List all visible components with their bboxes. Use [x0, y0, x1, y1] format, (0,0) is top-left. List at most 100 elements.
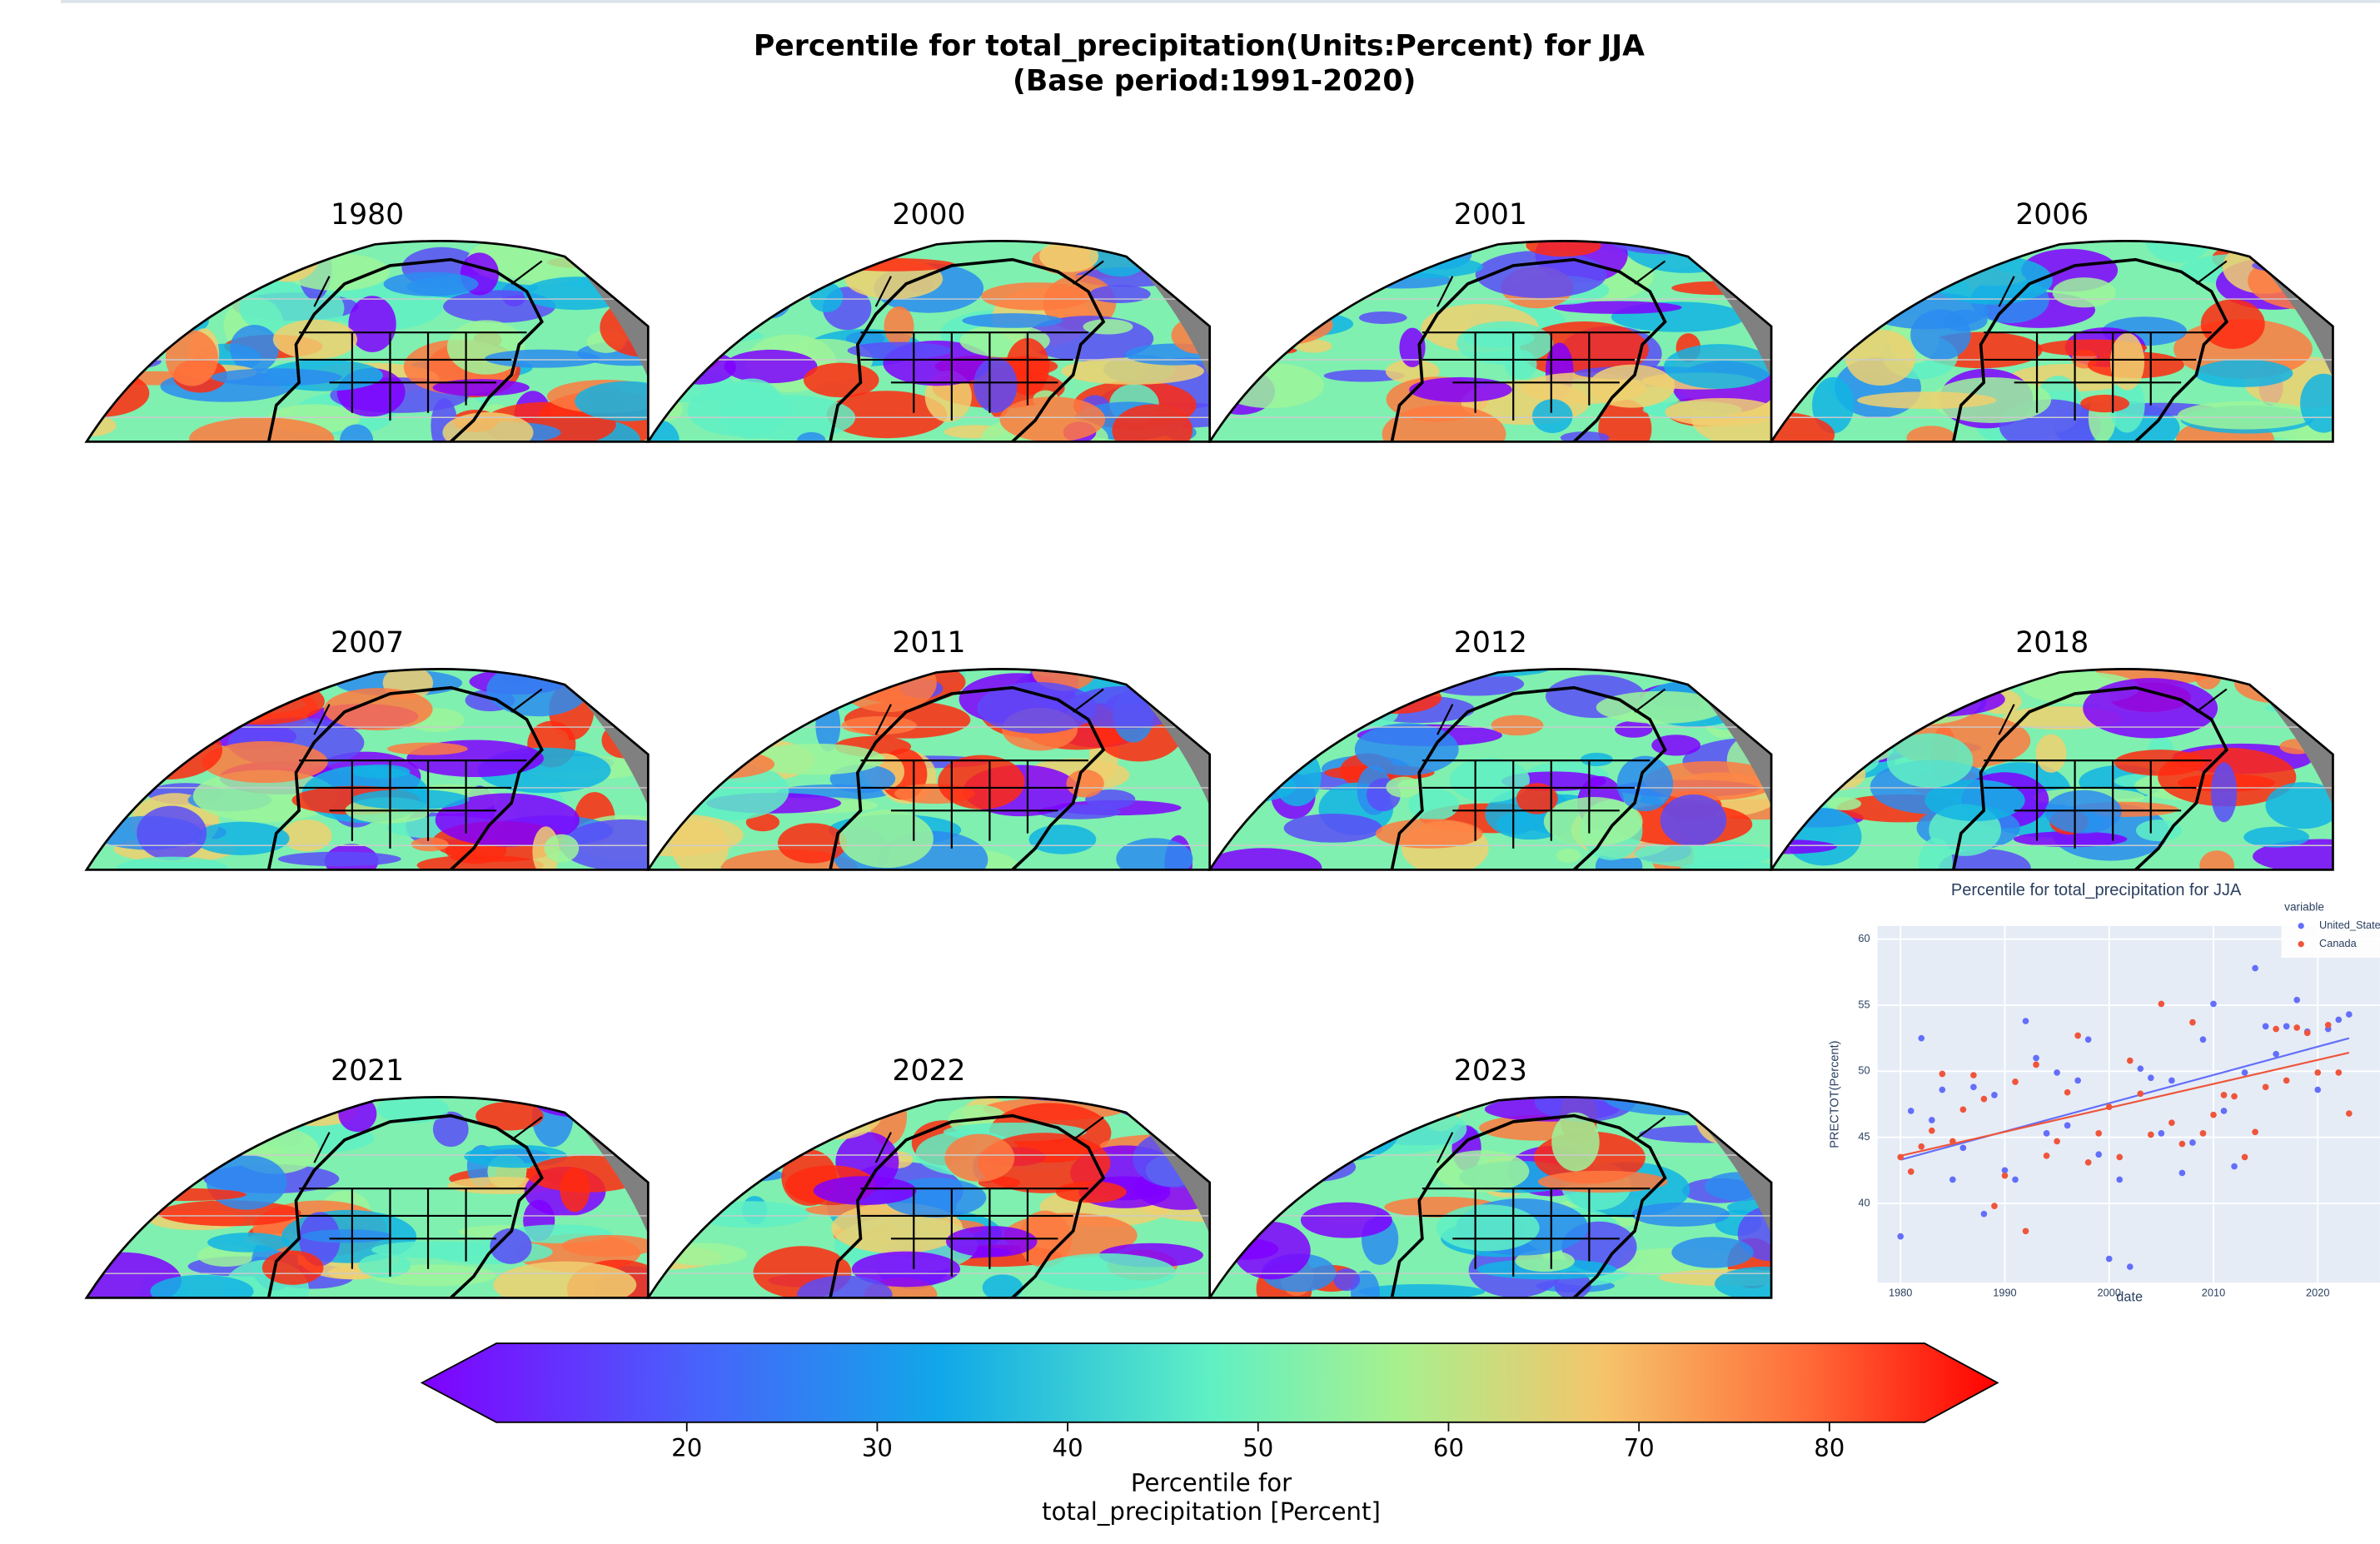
borders: [1422, 1116, 1666, 1277]
data-point: [2314, 1069, 2322, 1076]
map-blob: [719, 266, 759, 296]
borders: [1422, 688, 1666, 849]
map-blob: [1299, 241, 1424, 263]
map-blob: [1700, 1097, 1772, 1115]
map-blob: [1886, 733, 1974, 788]
map-outline: [1207, 1095, 1773, 1299]
map-panel: [645, 668, 1212, 871]
map-blob: [1872, 677, 1981, 725]
data-point: [1970, 1072, 1977, 1078]
map-mask: [1692, 257, 1772, 378]
map-blob: [945, 1226, 1038, 1258]
data-point: [1949, 1176, 1956, 1183]
data-point: [2220, 1108, 2228, 1114]
y-tick-label: 50: [1858, 1064, 1870, 1077]
data-point: [1928, 1127, 1935, 1134]
map-blob: [803, 362, 879, 398]
map-blob: [2248, 252, 2333, 311]
panel-title: 2021: [331, 1054, 404, 1088]
coastline: [829, 685, 1106, 870]
data-point: [1939, 1070, 1946, 1078]
map-blob: [826, 391, 948, 439]
data-point: [2210, 1111, 2217, 1118]
map-blob: [197, 678, 325, 725]
map-mask: [2253, 257, 2333, 378]
map-blob: [1013, 1097, 1156, 1102]
x-tick-label: 2000: [2098, 1286, 2121, 1298]
data-point: [2084, 1158, 2092, 1166]
data-point: [2178, 1169, 2186, 1177]
map-blob: [111, 720, 223, 780]
data-point: [2314, 1086, 2322, 1093]
map-blob: [1631, 1202, 1730, 1227]
legend-marker: [2298, 941, 2304, 948]
map-panel: [1207, 240, 1773, 443]
map-blob: [851, 1251, 961, 1287]
legend-label: Canada: [2319, 937, 2358, 949]
map-blob: [177, 1106, 254, 1154]
map-blob: [129, 707, 236, 727]
data-point: [2189, 1139, 2196, 1146]
map-blob: [2193, 669, 2223, 690]
colorbar-tick-label: 40: [1053, 1434, 1083, 1462]
map-blob: [2110, 332, 2145, 391]
data-point: [2064, 1088, 2071, 1096]
data-point: [2335, 1069, 2343, 1076]
map-blob: [1066, 770, 1104, 798]
map-blob: [1671, 1237, 1754, 1268]
map-blob: [751, 269, 794, 319]
map-blob: [86, 241, 127, 248]
map-blob: [192, 770, 337, 823]
panel-title: 2011: [892, 626, 965, 660]
map-blob: [1931, 255, 2053, 305]
colorbar: 20 30 40 50 60 70 80 Percentile fortotal_precip…: [420, 1342, 1999, 1526]
map-blob: [86, 669, 230, 706]
map-blob: [656, 749, 775, 779]
map-blob: [2194, 359, 2293, 387]
data-point: [2283, 1023, 2290, 1030]
map-outline: [84, 1095, 650, 1299]
map-blob: [686, 669, 782, 689]
coastline: [1390, 685, 1667, 870]
map-blob: [1333, 1268, 1361, 1292]
map-blob: [339, 424, 374, 442]
map-blob: [1812, 376, 1855, 434]
map-blob: [1785, 808, 1862, 866]
map-blob: [1216, 241, 1304, 260]
inset-title: Percentile for total_precipitation for J…: [1951, 881, 2242, 899]
colorbar-tick-label: 80: [1814, 1434, 1845, 1462]
data-point: [1991, 1203, 1998, 1209]
map-blob: [86, 1133, 129, 1161]
map-blob: [1795, 722, 1835, 763]
y-axis-label: PRECTOT(Percent): [1828, 1040, 1841, 1148]
map-panel: [84, 240, 650, 443]
map-blob: [1844, 703, 1875, 751]
map-blob: [1850, 242, 1923, 257]
data-point: [2116, 1176, 2124, 1183]
data-point: [2335, 1016, 2343, 1024]
map-blob: [371, 1241, 490, 1258]
map-blob: [1128, 1097, 1161, 1122]
coastline: [266, 257, 544, 442]
data-point: [2293, 996, 2301, 1004]
data-point: [2241, 1153, 2248, 1161]
data-point: [2137, 1090, 2144, 1098]
map-blob: [1551, 1112, 1600, 1172]
data-point: [1991, 1092, 1998, 1098]
data-point: [2283, 1077, 2290, 1084]
data-point: [2199, 1036, 2207, 1043]
map-blob: [1034, 1253, 1177, 1292]
map-blob: [999, 396, 1106, 442]
map-blob: [544, 834, 580, 863]
coastline: [266, 685, 544, 870]
map-blob: [1598, 399, 1652, 442]
map-blob: [685, 669, 719, 697]
map-blob: [1737, 1206, 1772, 1262]
map-blob: [1112, 404, 1193, 442]
map-blob: [981, 282, 1093, 311]
map-blob: [1782, 669, 1917, 684]
map-blob: [386, 742, 468, 755]
map-blob: [90, 257, 125, 275]
map-blob: [1212, 1097, 1282, 1135]
map-blob: [2080, 394, 2129, 413]
